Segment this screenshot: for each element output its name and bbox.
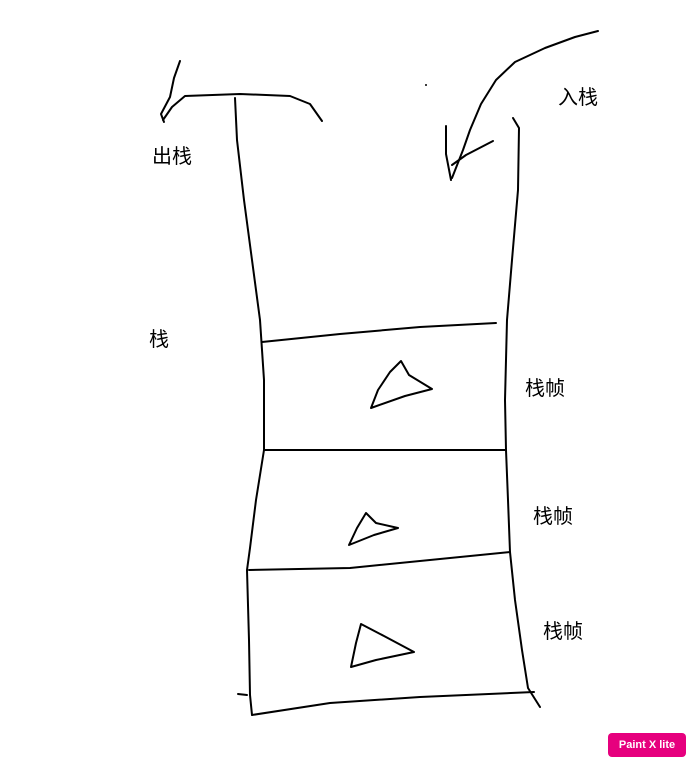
frame-divider-2 — [248, 551, 511, 571]
frame-label-2: 栈帧 — [533, 504, 573, 528]
frame-top-line — [261, 322, 497, 343]
stack-right-wall — [504, 117, 541, 708]
push-arrow-shaft — [451, 30, 599, 179]
push-arrow-head-left — [445, 125, 452, 181]
frame-2-triangle — [348, 512, 399, 546]
stack-left-wall — [234, 97, 265, 716]
stack-bottom-tick — [237, 693, 248, 696]
push-arrow-head-right — [451, 140, 494, 166]
push-label: 入栈 — [558, 85, 598, 109]
frame-label-3: 栈帧 — [543, 619, 583, 643]
pop-label: 出栈 — [152, 144, 192, 168]
frame-label-1: 栈帧 — [525, 376, 565, 400]
frame-1-triangle — [370, 360, 433, 409]
stack-label: 栈 — [149, 327, 169, 351]
paint-x-lite-watermark: Paint X lite — [608, 733, 686, 757]
stack-bottom — [251, 691, 535, 716]
frame-3-triangle — [350, 623, 415, 668]
pop-arrow-head — [160, 60, 181, 123]
stray-dot — [425, 84, 427, 86]
pop-arrow-shaft — [162, 93, 323, 122]
